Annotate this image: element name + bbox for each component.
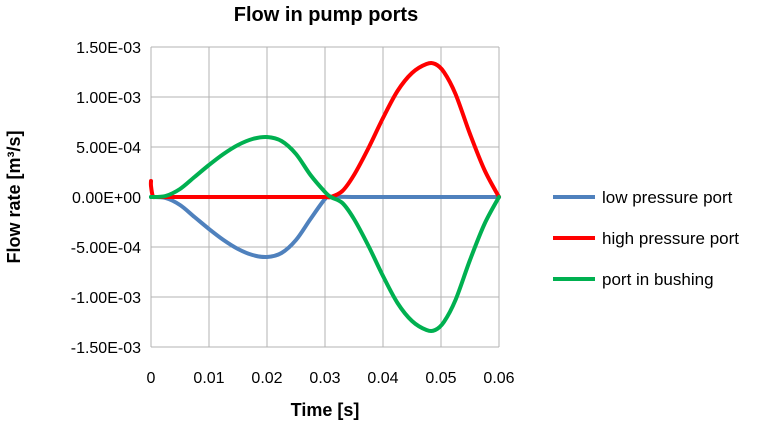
legend: low pressure port high pressure port port …: [553, 188, 739, 289]
x-tick-label: 0.06: [483, 370, 514, 387]
y-tick-label: -1.00E-03: [71, 290, 141, 307]
legend-label-1: high pressure port: [602, 229, 739, 248]
y-tick-label: 5.00E-04: [76, 140, 141, 157]
series-group: [148, 60, 501, 334]
series-line-0: [149, 194, 501, 260]
y-tick-label: 1.50E-03: [76, 40, 141, 57]
x-tick-label: 0.03: [309, 370, 340, 387]
x-tick-label: 0.05: [425, 370, 456, 387]
y-axis-title: Flow rate [m³/s]: [4, 130, 24, 263]
legend-label-0: low pressure port: [602, 188, 733, 207]
x-axis-ticks: 0 0.01 0.02 0.03 0.04 0.05 0.06: [147, 370, 515, 387]
x-axis-title: Time [s]: [291, 400, 360, 420]
y-tick-label: -5.00E-04: [71, 240, 141, 257]
chart-title: Flow in pump ports: [234, 4, 418, 26]
y-tick-label: -1.50E-03: [71, 340, 141, 357]
y-tick-label: 0.00E+00: [72, 190, 141, 207]
legend-label-2: port in bushing: [602, 270, 714, 289]
x-tick-label: 0.02: [251, 370, 282, 387]
x-tick-label: 0.04: [367, 370, 398, 387]
x-tick-label: 0.01: [193, 370, 224, 387]
x-tick-label: 0: [147, 370, 156, 387]
y-axis-ticks: 1.50E-03 1.00E-03 5.00E-04 0.00E+00 -5.00E-0…: [71, 40, 141, 357]
y-tick-label: 1.00E-03: [76, 90, 141, 107]
series-line-2: [149, 134, 501, 334]
